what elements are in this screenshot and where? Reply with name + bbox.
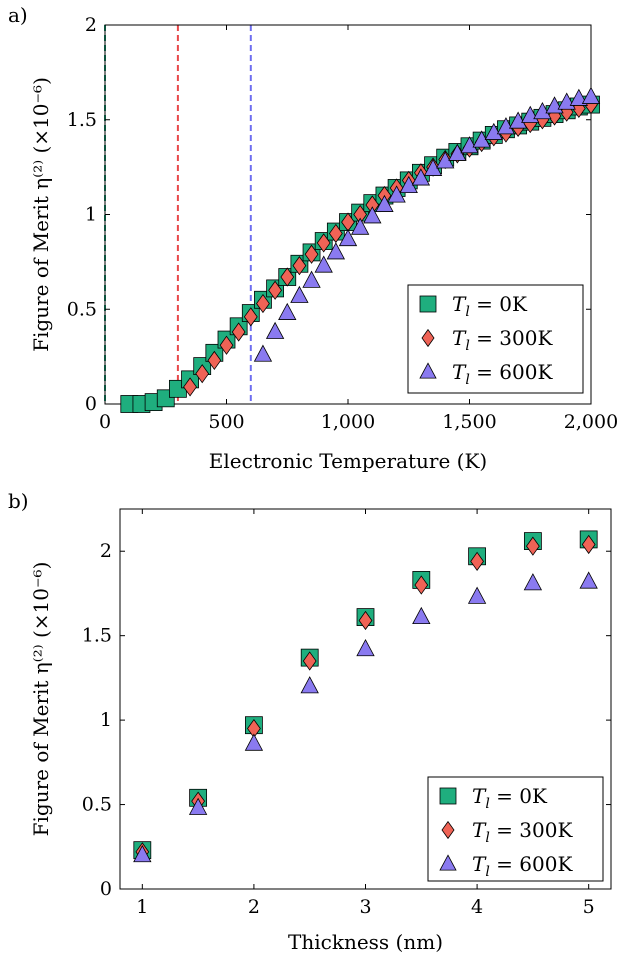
x-axis-label: Thickness (nm) [288, 930, 443, 954]
legend-marker [421, 328, 435, 348]
x-axis-label: Electronic Temperature (K) [209, 449, 487, 473]
data-point [268, 280, 282, 300]
data-point [363, 206, 382, 224]
panel-label: b) [8, 489, 29, 513]
data-point [280, 267, 295, 287]
legend-label: Tl = 0K [452, 292, 528, 320]
x-tick-label: 5 [583, 896, 595, 918]
legend-label: Tl = 0K [472, 784, 548, 812]
data-point [356, 638, 375, 657]
series-triangle [133, 571, 598, 863]
data-point [231, 322, 246, 342]
series-triangle [253, 86, 601, 362]
data-point [484, 122, 503, 140]
x-tick-label: 2,000 [564, 411, 618, 433]
data-point [244, 733, 264, 751]
data-point [302, 651, 317, 671]
legend-marker [441, 820, 455, 840]
y-tick-label: 0 [85, 393, 97, 415]
legend-label: Tl = 300K [472, 818, 573, 846]
data-point [579, 571, 598, 589]
x-tick-label: 0 [99, 411, 111, 433]
legend-box [427, 776, 604, 882]
x-tick-label: 3 [359, 896, 371, 918]
y-tick-label: 1 [100, 709, 112, 731]
y-tick-label: 1 [85, 204, 97, 226]
data-point [414, 575, 429, 595]
data-point [523, 573, 543, 591]
data-point [508, 111, 528, 129]
x-tick-label: 1 [136, 896, 148, 918]
data-point [460, 136, 479, 154]
data-point [300, 676, 319, 694]
legend-marker [439, 854, 457, 871]
legend-label: Tl = 600K [472, 852, 573, 880]
data-point [350, 217, 370, 235]
data-point [195, 364, 210, 384]
legend-marker [439, 787, 457, 805]
data-point [219, 335, 234, 355]
data-point [292, 256, 307, 276]
data-point [411, 168, 431, 186]
x-tick-label: 1,500 [442, 411, 496, 433]
chart-panel-b: b) 1 2 3 4 5 0 0.5 1 1.5 2 Thickness (nm) Figure of … [8, 489, 612, 954]
legend-marker [419, 295, 437, 313]
chart-panel-a: a) 0 500 1,000 1,500 2,000 0 0.5 1 1.5 2 Electronic… [8, 3, 618, 473]
data-point [256, 293, 270, 314]
data-point [569, 88, 589, 106]
data-point [358, 610, 373, 631]
data-point [183, 377, 197, 397]
y-tick-label: 1.5 [82, 625, 112, 647]
legend-marker [419, 362, 437, 379]
data-point [467, 586, 487, 604]
data-point [581, 534, 596, 555]
data-point [304, 244, 319, 264]
data-point [526, 536, 540, 556]
legend-label: Tl = 300K [452, 326, 553, 354]
y-tick-label: 0.5 [82, 794, 112, 816]
y-axis-label: Figure of Merit η⁽²⁾ (×10⁻⁶) [29, 562, 53, 837]
data-point [338, 228, 358, 247]
x-tick-label: 2 [248, 896, 260, 918]
data-point [375, 194, 394, 212]
data-point [207, 350, 222, 371]
y-tick-label: 2 [85, 14, 97, 36]
x-tick-label: 500 [208, 411, 244, 433]
data-point [188, 797, 208, 815]
y-tick-label: 1.5 [67, 109, 97, 131]
data-point [290, 285, 309, 303]
legend: Tl = 0K Tl = 300K Tl = 600K [407, 284, 584, 394]
y-tick-label: 0 [100, 878, 112, 900]
data-point [302, 270, 321, 288]
data-point [533, 101, 552, 120]
data-point [278, 302, 297, 320]
legend-box [407, 284, 584, 394]
data-point [314, 255, 333, 273]
data-point [133, 845, 152, 863]
data-point [316, 233, 331, 253]
y-tick-label: 2 [100, 540, 112, 562]
x-tick-label: 4 [471, 896, 483, 918]
data-point [581, 86, 601, 104]
data-point [470, 551, 484, 571]
panel-label: a) [8, 3, 28, 27]
data-point [326, 242, 346, 260]
data-point [387, 185, 406, 203]
legend: Tl = 0K Tl = 300K Tl = 600K [427, 776, 604, 882]
data-point [243, 307, 258, 327]
y-axis-label: Figure of Merit η⁽²⁾ (×10⁻⁶) [29, 77, 53, 352]
x-tick-label: 1,000 [321, 411, 375, 433]
legend-label: Tl = 600K [452, 360, 553, 388]
data-point [496, 117, 516, 135]
data-point [253, 344, 273, 362]
data-point [265, 321, 285, 339]
y-tick-label: 0.5 [67, 298, 97, 320]
data-point [412, 606, 431, 625]
